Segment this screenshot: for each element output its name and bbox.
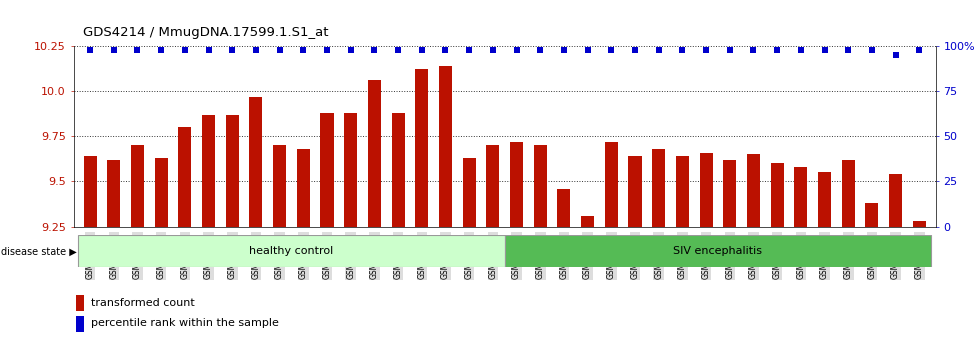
Point	[367, 47, 382, 52]
Bar	[770, 164, 784, 227]
Bar	[558, 189, 570, 227]
Point	[296, 47, 312, 52]
Bar	[463, 158, 475, 227]
Bar	[723, 160, 736, 227]
Bar	[439, 66, 452, 227]
Bar	[842, 160, 855, 227]
Bar	[747, 154, 760, 227]
Point	[82, 47, 98, 52]
Bar	[297, 149, 310, 227]
Point	[864, 47, 880, 52]
Point	[793, 47, 808, 52]
Point	[390, 47, 406, 52]
Bar	[250, 97, 263, 227]
Bar	[392, 113, 405, 227]
Point	[604, 47, 619, 52]
Bar	[75, 295, 83, 311]
Bar	[889, 174, 903, 227]
Point	[462, 47, 477, 52]
Text: SIV encephalitis: SIV encephalitis	[673, 246, 762, 256]
Bar	[486, 145, 500, 227]
Point	[224, 47, 240, 52]
Bar	[320, 113, 333, 227]
Point	[580, 47, 596, 52]
Point	[248, 47, 264, 52]
Bar	[225, 115, 239, 227]
Bar	[581, 216, 594, 227]
Point	[674, 47, 690, 52]
Text: disease state ▶: disease state ▶	[1, 246, 76, 256]
Text: percentile rank within the sample: percentile rank within the sample	[91, 318, 279, 329]
Point	[485, 47, 501, 52]
Point	[414, 47, 429, 52]
Bar	[652, 149, 665, 227]
FancyBboxPatch shape	[78, 235, 505, 267]
Point	[509, 47, 524, 52]
Bar	[818, 172, 831, 227]
Point	[532, 47, 548, 52]
Bar	[83, 156, 97, 227]
Point	[651, 47, 666, 52]
Bar	[131, 145, 144, 227]
Bar	[700, 153, 712, 227]
Bar	[510, 142, 523, 227]
Point	[201, 47, 217, 52]
Point	[698, 47, 713, 52]
Point	[888, 52, 904, 58]
Point	[319, 47, 335, 52]
Point	[438, 47, 454, 52]
Bar	[416, 69, 428, 227]
Point	[746, 47, 761, 52]
Point	[129, 47, 145, 52]
Point	[271, 47, 287, 52]
Bar	[202, 115, 215, 227]
Text: healthy control: healthy control	[249, 246, 333, 256]
Point	[722, 47, 738, 52]
Point	[556, 47, 571, 52]
Bar	[344, 113, 358, 227]
Point	[153, 47, 169, 52]
Bar	[676, 156, 689, 227]
Point	[769, 47, 785, 52]
Bar	[107, 160, 121, 227]
Text: transformed count: transformed count	[91, 298, 195, 308]
FancyBboxPatch shape	[505, 235, 931, 267]
Bar	[155, 158, 168, 227]
Point	[627, 47, 643, 52]
Text: GDS4214 / MmugDNA.17599.1.S1_at: GDS4214 / MmugDNA.17599.1.S1_at	[83, 26, 329, 39]
Point	[106, 47, 122, 52]
Point	[816, 47, 832, 52]
Bar	[178, 127, 191, 227]
Bar	[795, 167, 808, 227]
Point	[841, 47, 857, 52]
Point	[177, 47, 193, 52]
Point	[911, 47, 927, 52]
Bar	[534, 145, 547, 227]
Bar	[368, 80, 381, 227]
Bar	[865, 203, 878, 227]
Bar	[75, 316, 83, 332]
Bar	[628, 156, 642, 227]
Bar	[912, 221, 926, 227]
Bar	[273, 145, 286, 227]
Point	[343, 47, 359, 52]
Bar	[605, 142, 617, 227]
